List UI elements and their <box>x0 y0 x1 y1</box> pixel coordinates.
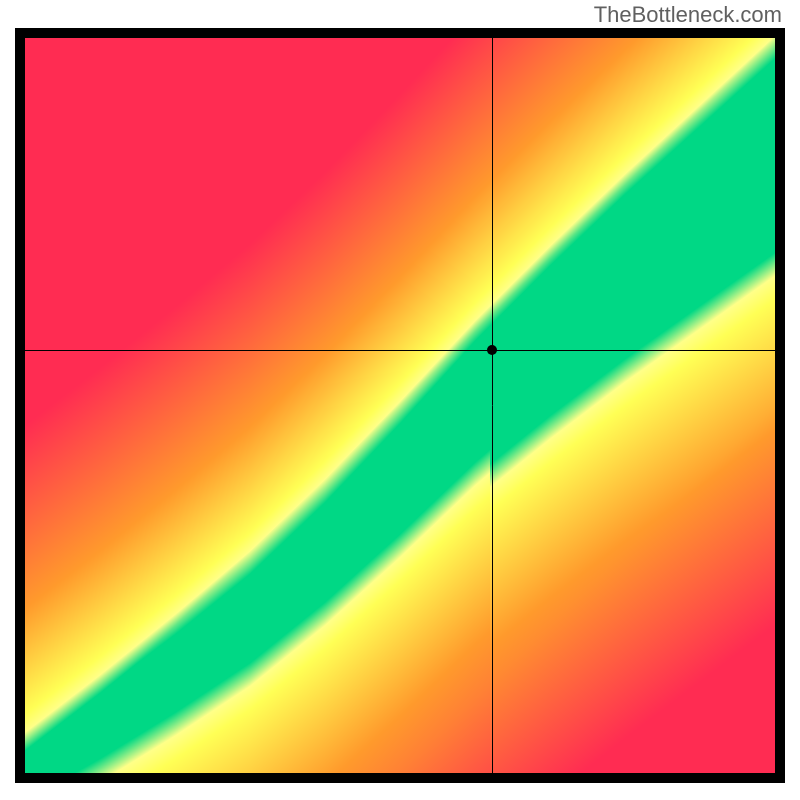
plot-frame <box>15 28 785 783</box>
watermark-text: TheBottleneck.com <box>594 2 782 28</box>
heatmap-canvas <box>25 38 775 773</box>
